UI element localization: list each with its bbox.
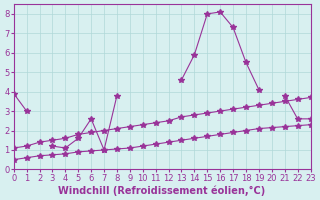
X-axis label: Windchill (Refroidissement éolien,°C): Windchill (Refroidissement éolien,°C) <box>59 185 266 196</box>
